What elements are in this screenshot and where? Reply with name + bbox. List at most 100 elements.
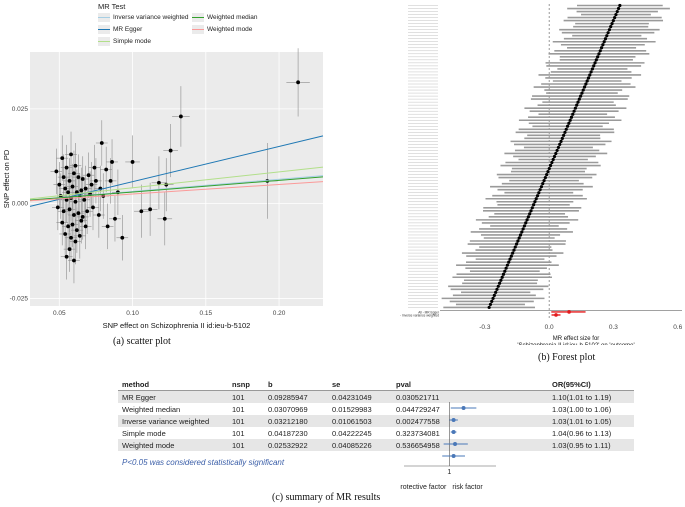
snp-estimate <box>596 55 600 59</box>
cell-nsnp: 101 <box>228 390 264 403</box>
table-header: method nsnp b se pval OR(95%CI) <box>118 378 634 391</box>
snp-point <box>86 173 91 178</box>
snp-estimate <box>554 151 558 156</box>
col-se: se <box>328 378 392 391</box>
snp-estimate <box>601 43 605 47</box>
snp-point <box>79 188 84 193</box>
snp-point <box>67 247 72 252</box>
snp-estimate <box>563 130 567 134</box>
snp-estimate <box>525 218 529 222</box>
cell-or: 1.04(0.96 to 1.13) <box>552 428 612 438</box>
snp-point <box>66 190 70 195</box>
cell-forest <box>462 439 548 451</box>
snp-point <box>73 199 78 204</box>
cell-b: 0.02532922 <box>264 439 328 451</box>
snp-estimate <box>538 188 542 192</box>
cell-or: 1.10(1.01 to 1.19) <box>548 390 634 403</box>
table-row: Weighted median 101 0.03070969 0.0152998… <box>118 403 634 415</box>
snp-point <box>139 209 144 214</box>
snp-point <box>89 182 94 187</box>
snp-point <box>94 178 98 183</box>
snp-point <box>76 211 81 216</box>
snp-estimate <box>599 46 604 50</box>
x-axis-title: SNP effect on Schizophrenia II id:ieu-b-… <box>103 321 251 330</box>
snp-point <box>296 80 300 85</box>
regression-line <box>29 166 324 200</box>
snp-point <box>74 228 79 233</box>
summary-estimate <box>567 310 571 314</box>
snp-estimate <box>576 100 580 104</box>
snp-estimate <box>610 22 614 26</box>
snp-estimate <box>585 79 589 83</box>
cell-pval: 0.030521711 <box>392 390 462 403</box>
cell-se: 0.04222245 <box>332 428 372 438</box>
cell-method: MR Egger <box>118 390 228 403</box>
cell-nsnp: 101 <box>232 404 245 414</box>
forest-label-column <box>400 4 440 318</box>
snp-estimate <box>534 197 538 201</box>
snp-estimate <box>594 58 598 62</box>
snp-estimate <box>487 305 491 310</box>
cell-method: Inverse variance weighted <box>118 415 228 427</box>
snp-point <box>83 224 88 229</box>
snp-estimate <box>592 64 596 68</box>
snp-point <box>92 165 97 170</box>
summary-label: All - MR Egger <box>418 310 440 314</box>
x-tick-label: 0.6 <box>673 324 682 331</box>
summary-estimate <box>554 313 558 317</box>
snp-estimate <box>565 124 570 128</box>
snp-estimate <box>584 82 588 86</box>
forest-plot: -0.3 0.0 0.3 0.6 All - MR EggerAll - Inverse… <box>400 3 683 345</box>
snp-point <box>157 180 161 185</box>
snp-estimate <box>521 227 525 231</box>
snp-estimate <box>499 278 503 282</box>
snp-point <box>67 207 72 212</box>
snp-point <box>73 239 78 244</box>
snp-estimate <box>602 40 606 44</box>
x-axis-title-line1: MR effect size for <box>553 336 600 342</box>
col-method: method <box>118 378 228 391</box>
forest-caption: (b) Forest plot <box>538 352 596 363</box>
snp-point <box>130 160 135 164</box>
snp-estimate <box>501 272 506 276</box>
x-tick-label: 0.10 <box>126 310 139 317</box>
scatter-legend: MR Test Inverse variance weighted Weight… <box>98 2 268 48</box>
regression-line <box>29 181 324 202</box>
snp-point <box>113 216 117 221</box>
snp-point <box>66 224 70 229</box>
snp-point <box>61 175 66 180</box>
snp-estimate <box>605 34 609 38</box>
or-estimate <box>451 418 456 422</box>
snp-estimate <box>588 73 592 77</box>
snp-estimate <box>531 203 536 207</box>
y-axis-title: SNP effect on PD <box>2 149 11 208</box>
snp-estimate <box>603 37 608 41</box>
snp-point <box>83 186 88 191</box>
col-nsnp: nsnp <box>228 378 264 391</box>
mr-forest-mini: 1 protective factor risk factor <box>400 402 496 491</box>
snp-point <box>85 209 90 214</box>
snp-estimate <box>492 293 496 297</box>
snp-estimate <box>488 302 493 307</box>
snp-estimate <box>494 290 498 294</box>
cell-se: 0.01529983 <box>332 404 372 414</box>
cell-pval: 0.002477558 <box>392 415 462 427</box>
cell-b: 0.04187230 <box>268 428 308 438</box>
cell-b: 0.03212180 <box>264 415 328 427</box>
cell-se: 0.04085226 <box>328 439 392 451</box>
snp-point <box>105 224 110 229</box>
snp-estimate <box>498 281 502 285</box>
snp-point <box>80 215 85 219</box>
cell-forest <box>462 390 548 403</box>
x-tick-label: 0.20 <box>273 310 286 317</box>
legend-item-simple-mode: Simple mode <box>98 37 151 46</box>
snp-point <box>60 220 65 225</box>
snp-estimate <box>586 76 591 80</box>
snp-estimate <box>611 19 615 23</box>
snp-estimate <box>526 215 530 219</box>
snp-estimate <box>590 67 595 71</box>
snp-point <box>104 167 109 172</box>
snp-point <box>82 197 87 202</box>
snp-estimate <box>579 94 583 98</box>
snp-point <box>57 182 62 187</box>
